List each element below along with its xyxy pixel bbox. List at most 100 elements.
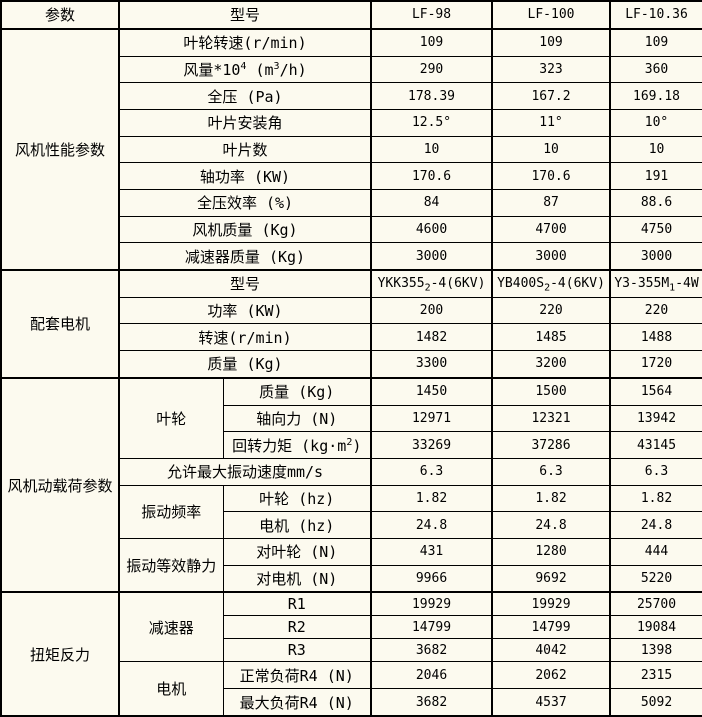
- value-cell: 10°: [609, 108, 702, 137]
- value-cell: 14799: [491, 615, 611, 640]
- value-cell: 13942: [609, 404, 702, 433]
- value-cell: 3000: [370, 242, 493, 271]
- value-cell: 1720: [609, 350, 702, 379]
- row-label: R2: [222, 615, 372, 640]
- value-cell: 4700: [491, 215, 611, 244]
- table-row: 功率 (KW) 200 220 220: [1, 296, 702, 325]
- value-cell: 12971: [370, 404, 493, 433]
- row-label: 风机质量 (Kg): [118, 215, 372, 244]
- table-row: 质量 (Kg) 3300 3200 1720: [1, 350, 702, 379]
- table-row: 对电机 (N) 9966 9692 5220: [1, 564, 702, 593]
- value-cell: 1.82: [609, 484, 702, 513]
- subgroup-label-motor: 电机: [118, 661, 224, 717]
- label-part: (m: [246, 60, 274, 79]
- row-label: 减速器质量 (Kg): [118, 242, 372, 271]
- value-cell: 1398: [609, 638, 702, 663]
- value-cell: 4750: [609, 215, 702, 244]
- value-cell: 167.2: [491, 82, 611, 110]
- row-label: 型号: [118, 268, 372, 298]
- value-cell: 220: [609, 296, 702, 325]
- row-label: 叶片数: [118, 135, 372, 164]
- table-row: 叶片安装角 12.5° 11° 10°: [1, 108, 702, 137]
- value-cell: 1564: [609, 376, 702, 406]
- value-cell: 1280: [491, 537, 611, 566]
- value-cell: 431: [370, 537, 493, 566]
- table-row: 全压 (Pa) 178.39 167.2 169.18: [1, 82, 702, 110]
- subscript: 2: [544, 282, 551, 294]
- value-cell: 11°: [491, 108, 611, 137]
- column-header-model-3: LF-10.36: [609, 0, 702, 30]
- table-row: R2 14799 14799 19084: [1, 615, 702, 640]
- value-cell: 37286: [491, 431, 611, 459]
- value-cell: 1482: [370, 323, 493, 352]
- value-cell: 290: [370, 55, 493, 84]
- value-cell: 220: [491, 296, 611, 325]
- header-param: 参数: [0, 0, 120, 30]
- table-row: 电机 (hz) 24.8 24.8 24.8: [1, 511, 702, 539]
- value-cell: 1485: [491, 323, 611, 352]
- value-cell: 10: [491, 135, 611, 164]
- label-part: ): [352, 436, 362, 455]
- header-model: 型号: [118, 0, 372, 30]
- value-cell: 4042: [491, 638, 611, 663]
- value-cell: 5220: [609, 564, 702, 593]
- table-row: 轴功率 (KW) 170.6 170.6 191: [1, 162, 702, 190]
- table-row: 允许最大振动速度mm/s 6.3 6.3 6.3: [1, 457, 702, 486]
- row-label: 质量 (Kg): [118, 350, 372, 379]
- value-cell: 170.6: [491, 162, 611, 190]
- table-row: 配套电机 型号 YKK3552-4(6KV) YB400S2-4(6KV) Y3…: [0, 268, 702, 379]
- row-label: R1: [222, 591, 372, 617]
- value-cell: 43145: [609, 431, 702, 459]
- row-label: 正常负荷R4 (N): [222, 661, 372, 690]
- value-cell: 178.39: [370, 82, 493, 110]
- subgroup-label-reducer: 减速器: [118, 591, 224, 663]
- value-cell: 14799: [370, 615, 493, 640]
- subgroup-label-equivalent-static-force: 振动等效静力: [118, 537, 224, 593]
- row-label: 质量 (Kg): [222, 376, 372, 406]
- subscript: 2: [424, 282, 431, 294]
- row-label: 叶轮转速(r/min): [118, 27, 372, 57]
- value-cell: 19929: [491, 591, 611, 617]
- label-part: -4(6KV): [550, 276, 605, 292]
- table-row: 回转力矩 (kg·m2) 33269 37286 43145: [1, 431, 702, 459]
- value-cell: 6.3: [370, 457, 493, 486]
- value-cell: 5092: [609, 688, 702, 717]
- section-label-fan-performance: 风机性能参数: [0, 27, 120, 271]
- value-cell: 200: [370, 296, 493, 325]
- value-cell: 88.6: [609, 188, 702, 217]
- value-cell: 109: [491, 27, 611, 57]
- value-cell: 19929: [370, 591, 493, 617]
- value-cell: 323: [491, 55, 611, 84]
- table-row: R3 3682 4042 1398: [1, 638, 702, 663]
- value-cell: 191: [609, 162, 702, 190]
- value-cell: 24.8: [491, 511, 611, 539]
- label-part: Y3-355M: [614, 276, 670, 292]
- value-cell: 6.3: [491, 457, 611, 486]
- table-row: 风量*104 (m3/h) 290 323 360: [1, 55, 702, 84]
- value-cell: 1500: [491, 376, 611, 406]
- subscript: 1: [669, 282, 676, 294]
- value-cell: 1.82: [491, 484, 611, 513]
- label-part: -4(6KV): [430, 276, 486, 292]
- header-row: 参数 型号 LF-98 LF-100 LF-10.36: [0, 0, 702, 30]
- section-label-dynamic-load: 风机动载荷参数: [0, 376, 120, 593]
- value-cell: 4537: [491, 688, 611, 717]
- section-label-matched-motor: 配套电机: [0, 268, 120, 379]
- value-cell: 109: [609, 27, 702, 57]
- row-label: 回转力矩 (kg·m2): [222, 431, 372, 459]
- value-cell: 3682: [370, 688, 493, 717]
- value-cell: 9692: [491, 564, 611, 593]
- column-header-model-2: LF-100: [491, 0, 611, 30]
- value-cell: 12.5°: [370, 108, 493, 137]
- value-cell: 10: [609, 135, 702, 164]
- value-cell: 2315: [609, 661, 702, 690]
- value-cell: 25700: [609, 591, 702, 617]
- value-cell: 3300: [370, 350, 493, 379]
- table-row: 电机 正常负荷R4 (N) 2046 2062 2315: [1, 661, 702, 717]
- row-label: 最大负荷R4 (N): [222, 688, 372, 717]
- table-row: 叶片数 10 10 10: [1, 135, 702, 164]
- row-label: 转速(r/min): [118, 323, 372, 352]
- value-cell: 444: [609, 537, 702, 566]
- value-cell: 6.3: [609, 457, 702, 486]
- table-row: 转速(r/min) 1482 1485 1488: [1, 323, 702, 352]
